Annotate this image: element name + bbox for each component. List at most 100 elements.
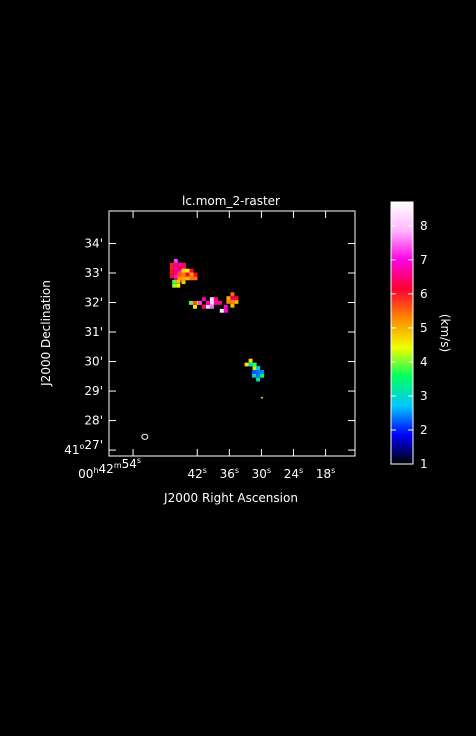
raster-pixel: [218, 301, 223, 305]
raster-pixel: [177, 262, 182, 267]
x-tick-label: 00h42m54s: [78, 456, 141, 481]
colorbar-label: (km/s): [438, 314, 452, 352]
colorbar-tick-label: 6: [420, 287, 428, 301]
x-tick-label: 30s: [252, 466, 271, 481]
y-tick-label: 34': [84, 236, 103, 250]
y-tick-label: 32': [84, 296, 103, 310]
y-tick-label: 41o27': [64, 438, 103, 457]
raster-pixel: [173, 274, 178, 279]
colorbar-tick-label: 7: [420, 253, 428, 267]
raster-pixel: [201, 297, 206, 302]
raster-pixel: [189, 301, 194, 305]
raster-pixel: [260, 370, 265, 374]
velocity-dispersion-raster: [169, 259, 265, 399]
raster-pixel: [169, 266, 174, 271]
raster-pixel: [256, 370, 261, 374]
raster-pixel: [172, 283, 177, 288]
raster-pixel: [193, 276, 198, 281]
plot-frame: [108, 210, 356, 457]
raster-pixel: [181, 280, 186, 285]
raster-pixel: [223, 305, 228, 309]
colorbar-tick-label: 5: [420, 321, 428, 335]
raster-pixel: [252, 366, 257, 371]
raster-pixel: [209, 301, 214, 305]
raster-pixel: [172, 279, 177, 284]
raster-pixel: [260, 396, 263, 399]
raster-pixel: [230, 296, 235, 301]
raster-pixel: [176, 283, 181, 288]
raster-pixel: [252, 362, 257, 367]
y-tick-label: 33': [84, 266, 103, 280]
raster-pixel: [248, 358, 253, 363]
raster-pixel: [201, 304, 206, 309]
axis-ticks: [109, 211, 355, 456]
raster-pixel: [169, 262, 174, 267]
raster-pixel: [234, 300, 239, 304]
colorbar-tick-label: 8: [420, 219, 428, 233]
raster-pixel: [205, 304, 210, 309]
raster-pixel: [169, 274, 174, 279]
raster-pixel: [173, 259, 178, 263]
raster-pixel: [173, 262, 178, 267]
raster-pixel: [244, 362, 249, 367]
raster-pixel: [193, 272, 198, 277]
raster-pixel: [209, 297, 214, 302]
raster-pixel: [181, 268, 186, 273]
raster-pixel: [181, 262, 186, 267]
raster-pixel: [256, 377, 261, 382]
raster-pixel: [226, 300, 231, 304]
colorbar-tick-label: 3: [420, 389, 428, 403]
raster-pixel: [234, 296, 239, 301]
x-tick-label: 24s: [284, 466, 303, 481]
y-axis-label: J2000 Declination: [39, 280, 53, 387]
raster-pixel: [181, 272, 186, 277]
raster-pixel: [193, 301, 198, 305]
raster-pixel: [177, 270, 182, 275]
beam-ellipse: [141, 433, 149, 440]
chart-title: lc.mom_2-raster: [182, 194, 280, 208]
raster-pixel: [177, 276, 182, 281]
raster-pixel: [189, 272, 194, 277]
raster-pixel: [230, 292, 235, 297]
raster-pixel: [185, 276, 190, 281]
y-tick-label: 29': [84, 384, 103, 398]
colorbar: [390, 201, 414, 465]
raster-pixel: [189, 276, 194, 281]
raster-pixel: [252, 370, 257, 374]
raster-pixel: [169, 270, 174, 275]
x-tick-label: 42s: [188, 466, 207, 481]
raster-pixel: [173, 266, 178, 271]
y-tick-label: 30': [84, 355, 103, 369]
raster-pixel: [223, 308, 228, 313]
raster-pixel: [205, 301, 210, 305]
raster-pixel: [209, 304, 214, 309]
raster-pixel: [230, 300, 235, 304]
raster-pixel: [193, 304, 198, 309]
y-tick-label: 31': [84, 325, 103, 339]
y-tick-label: 28': [84, 414, 103, 428]
raster-pixel: [214, 301, 219, 305]
raster-pixel: [197, 301, 202, 305]
x-tick-label: 18s: [316, 466, 335, 481]
colorbar-ticks: 1 2 3 4 5 6 7 8: [391, 219, 428, 471]
raster-pixel: [252, 373, 257, 378]
raster-pixel: [256, 373, 261, 378]
raster-pixel: [219, 308, 224, 313]
colorbar-tick-label: 1: [420, 457, 428, 471]
raster-pixel: [181, 276, 186, 281]
raster-pixel: [177, 272, 182, 277]
x-axis-tick-labels: 00h42m54s 42s 36s 30s 24s 18s: [78, 456, 335, 481]
raster-pixel: [185, 268, 190, 273]
x-axis-label: J2000 Right Ascension: [163, 491, 298, 505]
raster-pixel: [177, 266, 182, 271]
raster-pixel: [189, 268, 194, 273]
raster-pixel: [260, 373, 265, 378]
raster-pixel: [181, 266, 186, 271]
y-axis-tick-labels: 41o27' 28' 29' 30' 31' 32' 33' 34': [64, 236, 103, 457]
raster-pixel: [230, 303, 235, 308]
raster-pixel: [185, 272, 190, 277]
raster-pixel: [173, 270, 178, 275]
colorbar-tick-label: 4: [420, 355, 428, 369]
raster-pixel: [248, 362, 253, 367]
